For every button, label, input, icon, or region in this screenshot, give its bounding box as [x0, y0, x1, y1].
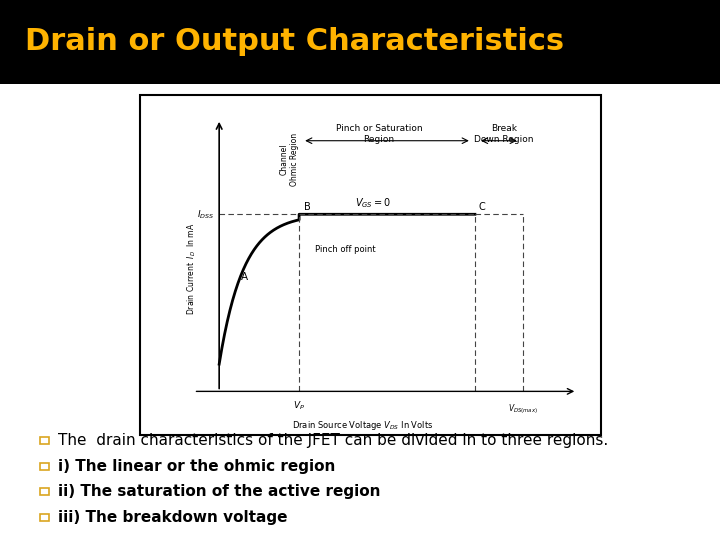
Text: i) The linear or the ohmic region: i) The linear or the ohmic region	[58, 458, 335, 474]
Text: The  drain characteristics of the JFET can be divided in to three regions.: The drain characteristics of the JFET ca…	[58, 433, 608, 448]
Text: $V_{DS(max)}$: $V_{DS(max)}$	[508, 402, 538, 416]
Text: iii) The breakdown voltage: iii) The breakdown voltage	[58, 510, 287, 525]
Text: ii) The saturation of the active region: ii) The saturation of the active region	[58, 484, 380, 500]
Bar	[0, 84, 720, 540]
Text: B: B	[304, 201, 310, 212]
Text: A: A	[241, 272, 248, 282]
Text: $I_{DSS}$: $I_{DSS}$	[197, 208, 215, 220]
Bar	[0, 0, 720, 84]
Text: Drain Source Voltage $V_{DS}$ In Volts: Drain Source Voltage $V_{DS}$ In Volts	[292, 418, 433, 431]
Text: Drain Current  $I_D$  In mA: Drain Current $I_D$ In mA	[186, 222, 198, 315]
Text: $V_P$: $V_P$	[293, 400, 305, 412]
Bar	[40, 436, 49, 444]
Text: Break
Down Region: Break Down Region	[474, 124, 534, 144]
Text: Pinch off point: Pinch off point	[315, 245, 376, 254]
Text: Channel
Ohmic Region: Channel Ohmic Region	[280, 132, 300, 186]
Text: $V_{GS}=0$: $V_{GS}=0$	[354, 197, 391, 210]
Bar	[40, 488, 49, 496]
Text: Pinch or Saturation
Region: Pinch or Saturation Region	[336, 124, 423, 144]
Bar	[140, 94, 601, 435]
Bar	[40, 462, 49, 469]
Text: Drain or Output Characteristics: Drain or Output Characteristics	[25, 28, 564, 56]
Text: C: C	[478, 201, 485, 212]
Bar	[40, 514, 49, 522]
